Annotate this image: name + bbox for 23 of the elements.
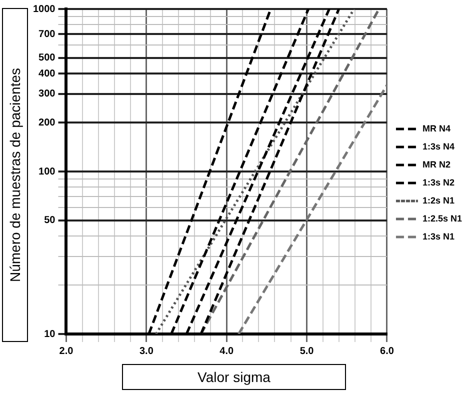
x-tick-label: 3.0	[139, 346, 154, 357]
legend-label: 1:3s N1	[422, 231, 455, 242]
legend-label: MR N4	[422, 123, 450, 134]
y-tick-label: 200	[38, 117, 56, 128]
y-tick-label: 400	[38, 68, 56, 80]
legend-label: MR N2	[422, 159, 450, 170]
y-tick-label: 700	[38, 28, 56, 40]
x-axis-title: Valor sigma	[198, 369, 270, 385]
legend-label: 1:2s N1	[422, 195, 455, 206]
x-tick-label: 2.0	[59, 346, 74, 357]
x-tick-label: 6.0	[380, 346, 394, 357]
y-tick-label: 1000	[32, 4, 56, 15]
x-tick-label: 5.0	[300, 346, 314, 357]
y-tick-label: 50	[44, 215, 56, 226]
x-tick-label: 4.0	[220, 346, 234, 357]
legend-label: 1:3s N2	[422, 177, 455, 188]
y-tick-label: 500	[38, 52, 56, 64]
legend-label: 1:2.5s N1	[422, 213, 462, 224]
legend-label: 1:3s N4	[422, 141, 455, 152]
y-tick-label: 300	[38, 88, 56, 100]
y-tick-label: 100	[38, 166, 56, 178]
y-axis-title: Número de muestras de pacientes	[7, 68, 23, 282]
y-tick-label: 10	[44, 328, 56, 340]
